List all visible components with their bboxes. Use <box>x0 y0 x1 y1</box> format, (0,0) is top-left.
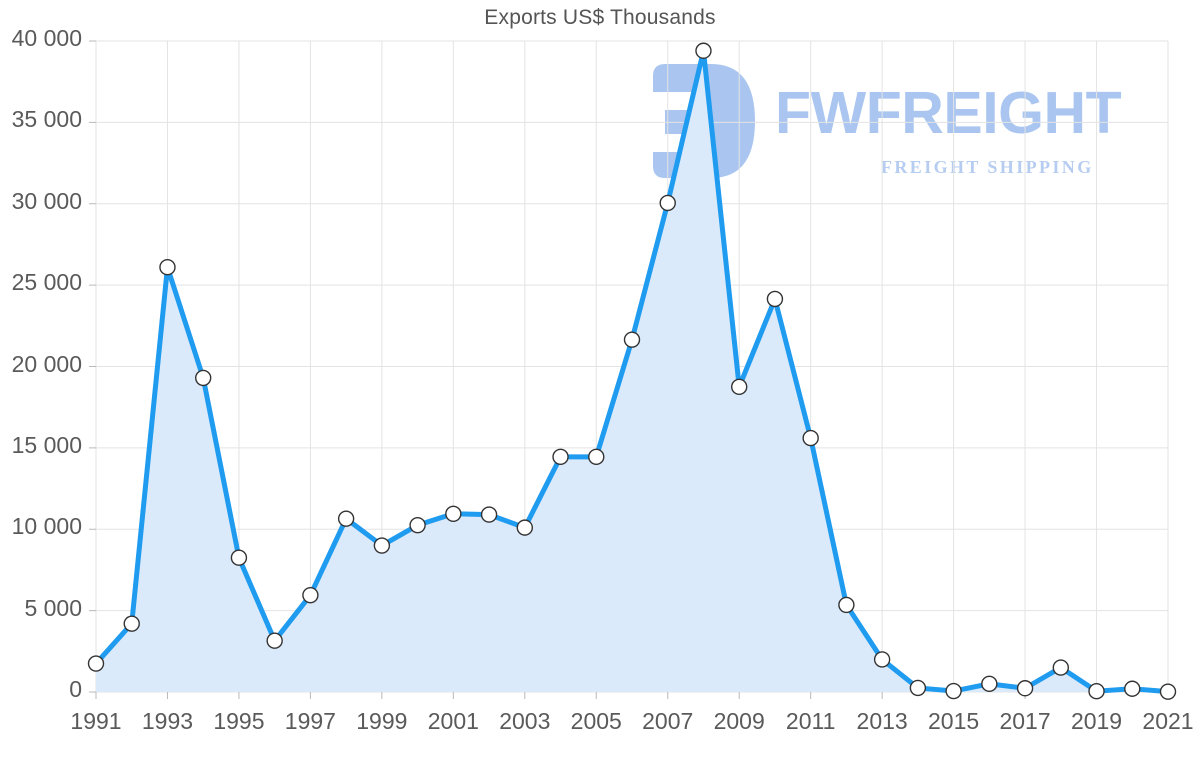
x-axis-tick-label: 1997 <box>284 708 336 734</box>
area-fill <box>96 50 1168 692</box>
data-point-marker <box>409 516 426 534</box>
data-point-marker <box>873 651 891 668</box>
x-axis-tick-label: 2011 <box>785 708 836 734</box>
x-axis-tick-label: 2007 <box>642 708 694 734</box>
data-point-marker <box>230 549 248 566</box>
data-point-marker <box>588 448 605 466</box>
data-point-marker <box>552 448 569 466</box>
data-point-marker <box>445 505 462 522</box>
data-point-marker <box>194 369 212 387</box>
y-axis-tick-label: 15 000 <box>11 431 82 458</box>
y-axis-tick-label: 40 000 <box>11 25 82 51</box>
data-point-marker <box>302 586 319 604</box>
data-point-marker <box>945 682 962 700</box>
y-axis-tick-label: 10 000 <box>11 513 82 540</box>
x-axis-tick-label: 2015 <box>928 708 980 734</box>
data-point-marker <box>123 615 140 632</box>
x-axis-tick-label: 1993 <box>141 708 194 734</box>
data-point-marker <box>838 596 855 614</box>
data-point-marker <box>802 429 819 447</box>
x-axis-tick-label: 2019 <box>1070 708 1123 734</box>
data-point-marker <box>695 42 712 59</box>
x-axis-tick-label: 2013 <box>856 708 908 734</box>
y-axis-tick-label: 35 000 <box>11 106 82 133</box>
data-point-marker <box>373 537 391 554</box>
data-point-marker <box>1016 680 1034 697</box>
x-axis-tick-label: 2009 <box>713 708 765 734</box>
data-point-marker <box>1159 683 1177 700</box>
data-point-marker <box>623 331 641 348</box>
data-point-marker <box>731 378 748 396</box>
y-axis-tick-label: 25 000 <box>11 269 82 296</box>
data-point-marker <box>159 259 176 276</box>
x-axis-tick-label: 2005 <box>570 708 622 734</box>
y-axis-tick-label: 0 <box>69 676 82 702</box>
data-point-marker <box>480 506 498 523</box>
y-axis-tick-label: 5 000 <box>24 594 82 621</box>
y-axis-tick-label: 20 000 <box>11 350 82 377</box>
x-axis-tick-label: 1995 <box>213 708 265 734</box>
data-point-marker <box>659 194 676 212</box>
data-point-marker <box>266 632 283 649</box>
data-point-marker <box>909 679 927 697</box>
x-axis-tick-label: 2003 <box>499 708 551 734</box>
chart-title: Exports US$ Thousands <box>484 6 716 29</box>
data-point-marker <box>87 655 105 672</box>
y-axis-tick-label: 30 000 <box>11 187 82 214</box>
x-axis-tick-label: 2021 <box>1142 708 1194 734</box>
data-point-marker <box>337 510 355 527</box>
x-axis-tick-label: 1991 <box>70 708 122 734</box>
data-markers <box>87 42 1177 700</box>
data-point-marker <box>981 675 998 693</box>
data-point-marker <box>766 290 784 308</box>
data-point-marker <box>1124 680 1141 697</box>
x-axis-tick-label: 1999 <box>356 708 408 734</box>
data-point-marker <box>516 519 533 536</box>
x-axis-tick-label: 2017 <box>999 708 1051 734</box>
data-point-marker <box>1088 682 1105 700</box>
x-axis-tick-label: 2001 <box>427 708 479 734</box>
data-point-marker <box>1052 659 1070 676</box>
